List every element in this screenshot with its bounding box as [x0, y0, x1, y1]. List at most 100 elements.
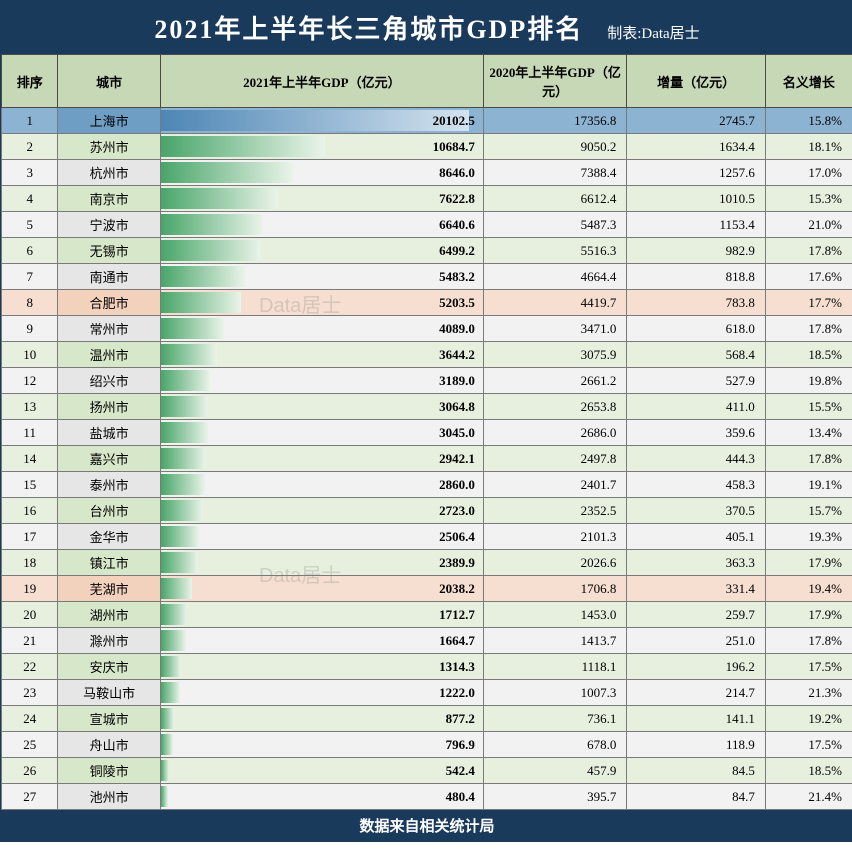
gdp21-value: 3045.0: [161, 425, 483, 441]
col-incr: 增量（亿元）: [627, 55, 765, 108]
rank-cell: 4: [2, 186, 58, 212]
gdp20-cell: 17356.8: [483, 108, 627, 134]
gdp21-value: 3644.2: [161, 347, 483, 363]
rank-cell: 5: [2, 212, 58, 238]
gdp21-cell: 2860.0: [160, 472, 483, 498]
gdp21-value: 4089.0: [161, 321, 483, 337]
table-row: 13扬州市3064.82653.8411.015.5%: [2, 394, 852, 420]
gdp21-cell: 1712.7: [160, 602, 483, 628]
rank-cell: 24: [2, 706, 58, 732]
city-cell: 上海市: [58, 108, 161, 134]
rank-cell: 27: [2, 784, 58, 810]
gdp20-cell: 5487.3: [483, 212, 627, 238]
city-cell: 南通市: [58, 264, 161, 290]
increment-cell: 331.4: [627, 576, 765, 602]
gdp21-value: 2942.1: [161, 451, 483, 467]
gdp21-cell: 6499.2: [160, 238, 483, 264]
increment-cell: 527.9: [627, 368, 765, 394]
gdp21-value: 5483.2: [161, 269, 483, 285]
gdp21-cell: 6640.6: [160, 212, 483, 238]
growth-cell: 19.3%: [765, 524, 852, 550]
rank-cell: 16: [2, 498, 58, 524]
growth-cell: 18.5%: [765, 758, 852, 784]
growth-cell: 18.1%: [765, 134, 852, 160]
rank-cell: 7: [2, 264, 58, 290]
gdp20-cell: 2497.8: [483, 446, 627, 472]
growth-cell: 21.4%: [765, 784, 852, 810]
gdp20-cell: 3075.9: [483, 342, 627, 368]
gdp-table: 排序 城市 2021年上半年GDP（亿元） 2020年上半年GDP（亿元） 增量…: [1, 54, 852, 810]
rank-cell: 20: [2, 602, 58, 628]
col-city: 城市: [58, 55, 161, 108]
growth-cell: 17.5%: [765, 732, 852, 758]
gdp21-value: 2389.9: [161, 555, 483, 571]
gdp21-value: 1664.7: [161, 633, 483, 649]
gdp21-cell: 3644.2: [160, 342, 483, 368]
gdp20-cell: 2686.0: [483, 420, 627, 446]
gdp20-cell: 678.0: [483, 732, 627, 758]
gdp21-cell: 796.9: [160, 732, 483, 758]
rank-cell: 9: [2, 316, 58, 342]
rank-cell: 23: [2, 680, 58, 706]
gdp21-value: 5203.5: [161, 295, 483, 311]
table-row: 6无锡市6499.25516.3982.917.8%: [2, 238, 852, 264]
table-row: 4南京市7622.86612.41010.515.3%: [2, 186, 852, 212]
increment-cell: 818.8: [627, 264, 765, 290]
table-row: 11盐城市3045.02686.0359.613.4%: [2, 420, 852, 446]
increment-cell: 259.7: [627, 602, 765, 628]
gdp20-cell: 1118.1: [483, 654, 627, 680]
table-row: 3杭州市8646.07388.41257.617.0%: [2, 160, 852, 186]
table-wrapper: 排序 城市 2021年上半年GDP（亿元） 2020年上半年GDP（亿元） 增量…: [1, 54, 852, 810]
increment-cell: 251.0: [627, 628, 765, 654]
gdp21-value: 1314.3: [161, 659, 483, 675]
growth-cell: 17.6%: [765, 264, 852, 290]
city-cell: 温州市: [58, 342, 161, 368]
rank-cell: 6: [2, 238, 58, 264]
col-growth: 名义增长: [765, 55, 852, 108]
gdp20-cell: 2352.5: [483, 498, 627, 524]
gdp20-cell: 2653.8: [483, 394, 627, 420]
gdp21-value: 3064.8: [161, 399, 483, 415]
gdp21-cell: 3064.8: [160, 394, 483, 420]
city-cell: 杭州市: [58, 160, 161, 186]
gdp20-cell: 9050.2: [483, 134, 627, 160]
city-cell: 镇江市: [58, 550, 161, 576]
rank-cell: 1: [2, 108, 58, 134]
gdp21-value: 542.4: [161, 763, 483, 779]
growth-cell: 17.9%: [765, 602, 852, 628]
increment-cell: 118.9: [627, 732, 765, 758]
rank-cell: 18: [2, 550, 58, 576]
increment-cell: 982.9: [627, 238, 765, 264]
gdp21-cell: 2942.1: [160, 446, 483, 472]
rank-cell: 11: [2, 420, 58, 446]
gdp20-cell: 457.9: [483, 758, 627, 784]
increment-cell: 84.5: [627, 758, 765, 784]
col-gdp21: 2021年上半年GDP（亿元）: [160, 55, 483, 108]
increment-cell: 84.7: [627, 784, 765, 810]
growth-cell: 17.7%: [765, 290, 852, 316]
growth-cell: 21.0%: [765, 212, 852, 238]
city-cell: 扬州市: [58, 394, 161, 420]
gdp20-cell: 1007.3: [483, 680, 627, 706]
gdp21-value: 7622.8: [161, 191, 483, 207]
table-row: 2苏州市10684.79050.21634.418.1%: [2, 134, 852, 160]
gdp21-value: 480.4: [161, 789, 483, 805]
table-row: 17金华市2506.42101.3405.119.3%: [2, 524, 852, 550]
increment-cell: 411.0: [627, 394, 765, 420]
gdp21-cell: 20102.5: [160, 108, 483, 134]
city-cell: 马鞍山市: [58, 680, 161, 706]
increment-cell: 618.0: [627, 316, 765, 342]
city-cell: 无锡市: [58, 238, 161, 264]
city-cell: 滁州市: [58, 628, 161, 654]
gdp21-value: 8646.0: [161, 165, 483, 181]
increment-cell: 2745.7: [627, 108, 765, 134]
gdp21-cell: 8646.0: [160, 160, 483, 186]
gdp21-cell: 3189.0: [160, 368, 483, 394]
rank-cell: 21: [2, 628, 58, 654]
city-cell: 舟山市: [58, 732, 161, 758]
rank-cell: 14: [2, 446, 58, 472]
gdp21-cell: 542.4: [160, 758, 483, 784]
gdp20-cell: 7388.4: [483, 160, 627, 186]
gdp21-value: 1222.0: [161, 685, 483, 701]
city-cell: 金华市: [58, 524, 161, 550]
